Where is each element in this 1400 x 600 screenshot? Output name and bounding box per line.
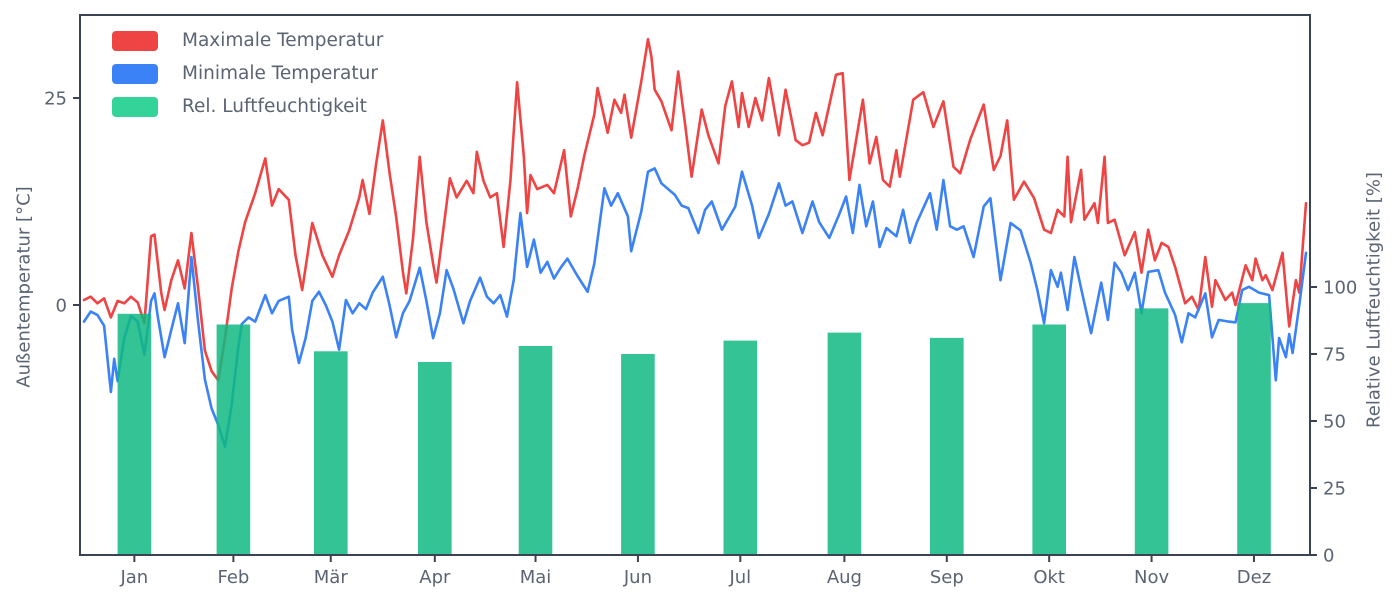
x-tick-label-Jan: Jan bbox=[119, 567, 148, 588]
x-tick-label-Dez: Dez bbox=[1237, 567, 1271, 588]
x-tick-label-Jun: Jun bbox=[623, 567, 652, 588]
x-tick-label-Jul: Jul bbox=[728, 567, 751, 588]
legend-item-humidity: Rel. Luftfeuchtigkeit bbox=[112, 96, 383, 117]
humidity-bar-Aug bbox=[827, 332, 862, 555]
humidity-bar-Okt bbox=[1032, 324, 1066, 555]
x-tick-label-Aug: Aug bbox=[827, 567, 862, 588]
left-y-tick-label: 0 bbox=[56, 295, 67, 316]
min-temp-swatch-icon bbox=[112, 63, 158, 84]
x-tick-label-Feb: Feb bbox=[217, 567, 249, 588]
humidity-bar-Apr bbox=[418, 362, 452, 555]
humidity-bar-Jun bbox=[621, 354, 655, 555]
humidity-bar-Dez bbox=[1237, 303, 1271, 555]
legend-label-max-temp: Maximale Temperatur bbox=[182, 30, 384, 51]
left-axis-title: Außentemperatur [°C] bbox=[13, 186, 35, 388]
min-temperature-line bbox=[82, 167, 1308, 448]
x-tick-label-Mai: Mai bbox=[520, 567, 552, 588]
right-y-tick-label: 75 bbox=[1323, 344, 1346, 365]
x-tick-label-Okt: Okt bbox=[1033, 567, 1065, 588]
humidity-bar-Feb bbox=[216, 324, 251, 555]
legend-label-humidity: Rel. Luftfeuchtigkeit bbox=[182, 96, 367, 117]
legend: Maximale Temperatur Minimale Temperatur … bbox=[112, 30, 383, 117]
right-y-tick-label: 0 bbox=[1323, 545, 1334, 566]
right-y-tick-label: 25 bbox=[1323, 478, 1346, 499]
left-y-tick-label: 25 bbox=[44, 88, 67, 109]
humidity-swatch-icon bbox=[112, 96, 158, 117]
humidity-bar-Jul bbox=[723, 340, 758, 555]
humidity-bar-Mär bbox=[314, 351, 348, 555]
legend-label-min-temp: Minimale Temperatur bbox=[182, 63, 378, 84]
max-temperature-line bbox=[82, 37, 1308, 382]
humidity-bar-Nov bbox=[1134, 308, 1169, 555]
right-axis-title: Relative Luftfeuchtigkeit [%] bbox=[1363, 172, 1385, 428]
x-tick-label-Nov: Nov bbox=[1134, 567, 1169, 588]
legend-item-min-temp: Minimale Temperatur bbox=[112, 63, 383, 84]
x-tick-label-Sep: Sep bbox=[930, 567, 964, 588]
right-y-tick-label: 50 bbox=[1323, 411, 1346, 432]
plot-frame bbox=[79, 14, 1311, 556]
x-tick-label-Apr: Apr bbox=[419, 567, 451, 588]
max-temp-swatch-icon bbox=[112, 30, 158, 51]
right-y-tick-label: 100 bbox=[1323, 277, 1357, 298]
legend-item-max-temp: Maximale Temperatur bbox=[112, 30, 383, 51]
humidity-bar-Mai bbox=[518, 346, 553, 555]
x-tick-label-Mär: Mär bbox=[314, 567, 349, 588]
humidity-bar-Sep bbox=[930, 337, 964, 555]
humidity-bar-Jan bbox=[117, 313, 152, 555]
